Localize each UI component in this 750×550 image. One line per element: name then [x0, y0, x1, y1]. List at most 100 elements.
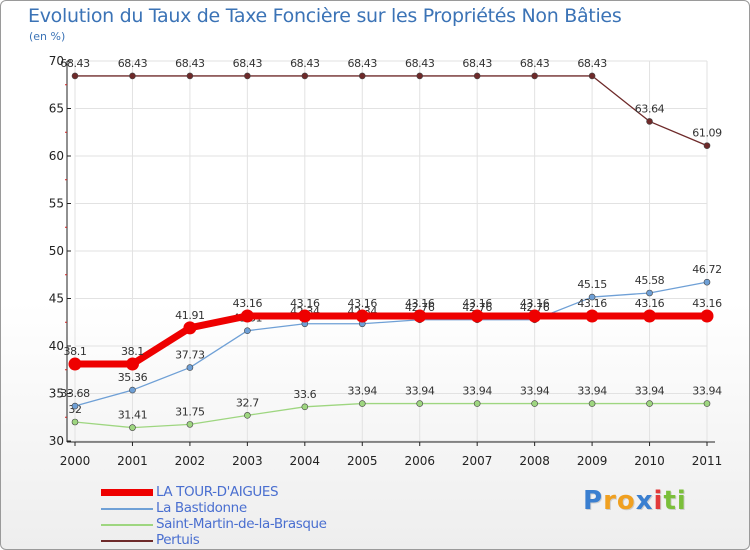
data-label: 43.16: [233, 297, 263, 310]
data-label: 68.43: [577, 57, 607, 70]
data-label: 45.58: [635, 274, 665, 287]
x-tick-label: 2001: [117, 454, 148, 468]
data-point: [585, 309, 599, 323]
legend-label: Saint-Martin-de-la-Brasque: [156, 516, 327, 532]
y-tick-label: 50: [49, 244, 64, 258]
data-label: 68.43: [118, 57, 148, 70]
data-label: 32.7: [236, 396, 259, 409]
data-point: [588, 72, 596, 80]
x-tick-label: 2011: [692, 454, 723, 468]
x-tick-label: 2002: [175, 454, 206, 468]
data-point: [71, 418, 79, 426]
data-point: [355, 309, 369, 323]
x-tick-label: 2005: [347, 454, 378, 468]
data-point: [646, 118, 653, 125]
proxiti-logo: Proxiti: [583, 486, 687, 516]
data-label: 68.43: [405, 57, 435, 70]
series-line: [75, 75, 708, 147]
data-label: 68.43: [60, 57, 90, 70]
data-point: [703, 400, 711, 407]
legend-label: LA TOUR-D'AIGUES: [156, 484, 279, 500]
data-point: [125, 357, 139, 371]
data-label: 68.43: [175, 57, 205, 70]
x-tick-label: 2003: [232, 454, 263, 468]
y-tick-label: 55: [49, 197, 64, 211]
data-label: 43.16: [348, 297, 378, 310]
data-label: 42.76: [462, 301, 492, 314]
legend-label: Pertuis: [156, 532, 200, 548]
data-point: [358, 400, 366, 407]
data-point: [416, 72, 424, 80]
data-label: 38.1: [64, 345, 87, 358]
data-label: 43.16: [290, 297, 320, 310]
logo-letter: P: [583, 486, 604, 516]
data-point: [416, 400, 424, 407]
data-point: [470, 309, 484, 323]
data-label: 43.16: [520, 297, 550, 310]
data-point: [531, 400, 538, 407]
series-line: [74, 402, 707, 429]
data-label: 33.68: [60, 387, 90, 400]
legend-label: La Bastidonne: [156, 500, 247, 516]
data-point: [68, 357, 82, 371]
data-point: [240, 309, 254, 323]
x-tick-label: 2010: [634, 454, 665, 468]
chart-subtitle: (en %): [29, 30, 66, 43]
data-label: 46.72: [692, 263, 722, 276]
data-label: 43.16: [577, 297, 607, 310]
data-point: [473, 400, 481, 407]
data-label: 33.94: [462, 385, 492, 398]
data-point: [643, 309, 657, 323]
data-label: 31.75: [175, 405, 205, 418]
data-label: 68.43: [462, 57, 492, 70]
data-point: [703, 278, 711, 286]
data-label: 37.73: [175, 349, 205, 362]
data-label: 38.1: [121, 345, 144, 358]
data-label: 63.64: [635, 102, 665, 115]
data-point: [588, 293, 596, 301]
data-point: [129, 386, 136, 394]
y-tick-label: 30: [49, 434, 64, 448]
legend-swatch: [101, 489, 153, 496]
data-point: [531, 72, 538, 80]
data-point: [244, 412, 251, 419]
data-label: 68.43: [520, 57, 550, 70]
data-label: 68.43: [348, 57, 378, 70]
data-label: 35.36: [118, 371, 148, 384]
data-point: [244, 327, 251, 335]
data-point: [358, 72, 366, 80]
y-tick-label: 65: [49, 102, 64, 116]
y-tick-label: 60: [49, 149, 64, 163]
data-point: [646, 400, 653, 407]
data-label: 33.94: [520, 385, 550, 398]
legend-swatch: [101, 540, 153, 542]
data-point: [646, 289, 653, 297]
logo-letter: o: [616, 486, 636, 516]
data-label: 43.16: [462, 297, 492, 310]
data-label: 42.76: [520, 301, 550, 314]
data-point: [588, 400, 596, 407]
data-label: 41.91: [175, 309, 205, 322]
legend-swatch: [101, 524, 153, 526]
data-point: [700, 309, 714, 323]
y-tick-label: 40: [49, 339, 64, 353]
data-point: [703, 142, 711, 149]
x-tick-label: 2008: [519, 454, 550, 468]
data-label: 33.94: [692, 385, 722, 398]
data-label: 43.16: [405, 297, 435, 310]
data-label: 33.94: [405, 385, 435, 398]
data-point: [71, 72, 79, 80]
data-label: 61.09: [692, 127, 722, 140]
data-point: [186, 421, 194, 428]
legend-swatch: [101, 508, 153, 510]
data-label: 33.94: [348, 385, 378, 398]
x-tick-label: 2006: [404, 454, 435, 468]
chart-title: Evolution du Taux de Taxe Foncière sur l…: [28, 5, 622, 27]
series-line: [74, 281, 708, 407]
data-point: [413, 309, 427, 323]
logo-letter: i: [676, 486, 687, 516]
data-label: 43.16: [635, 297, 665, 310]
y-tick-label: 35: [49, 387, 64, 401]
